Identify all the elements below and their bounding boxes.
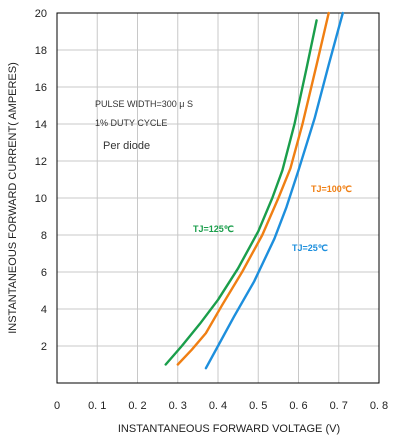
x-tick-label: 0. 2 [128, 400, 146, 412]
y-tick-label: 6 [41, 267, 47, 279]
y-tick-label: 18 [35, 45, 47, 57]
y-tick-label: 4 [41, 304, 47, 316]
series-line-0 [164, 19, 318, 366]
series-line-2 [204, 11, 344, 370]
y-tick-label: 16 [35, 82, 47, 94]
annotation-pulse-width: PULSE WIDTH=300 μ S [95, 99, 193, 109]
annotation-per-diode: Per diode [103, 140, 150, 152]
x-tick-label: 0. 8 [370, 400, 388, 412]
y-tick-label: 20 [35, 8, 47, 20]
y-tick-label: 2 [41, 341, 47, 353]
y-tick-label: 14 [35, 119, 47, 131]
x-tick-label: 0. 1 [88, 400, 106, 412]
y-axis-ticks: 2 4 6 8 10 12 14 16 18 20 [35, 8, 47, 353]
x-tick-label: 0. 4 [209, 400, 227, 412]
x-tick-label: 0. 7 [330, 400, 348, 412]
y-axis-title: INSTANTANEOUS FORWARD CURRENT( AMPERES) [7, 62, 19, 334]
plot-grid [57, 13, 379, 383]
series-label-100: TJ=100℃ [311, 184, 352, 194]
y-tick-label: 8 [41, 230, 47, 242]
y-tick-label: 10 [35, 193, 47, 205]
x-tick-label: 0. 5 [249, 400, 267, 412]
annotation-duty-cycle: 1% DUTY CYCLE [95, 118, 167, 128]
x-tick-label: 0 [54, 400, 60, 412]
x-tick-label: 0. 3 [169, 400, 187, 412]
x-axis-title: INSTANTANEOUS FORWARD VOLTAGE (V) [118, 423, 340, 435]
plot-frame [56, 12, 380, 384]
series-line-1 [176, 11, 330, 366]
series-label-125: TJ=125℃ [193, 224, 234, 234]
series-lines [164, 11, 344, 370]
x-axis-ticks: 0 0. 1 0. 2 0. 3 0. 4 0. 5 0. 6 0. 7 0. 8 [54, 400, 388, 412]
y-tick-label: 12 [35, 156, 47, 168]
x-tick-label: 0. 6 [289, 400, 307, 412]
series-label-25: TJ=25℃ [292, 243, 328, 253]
